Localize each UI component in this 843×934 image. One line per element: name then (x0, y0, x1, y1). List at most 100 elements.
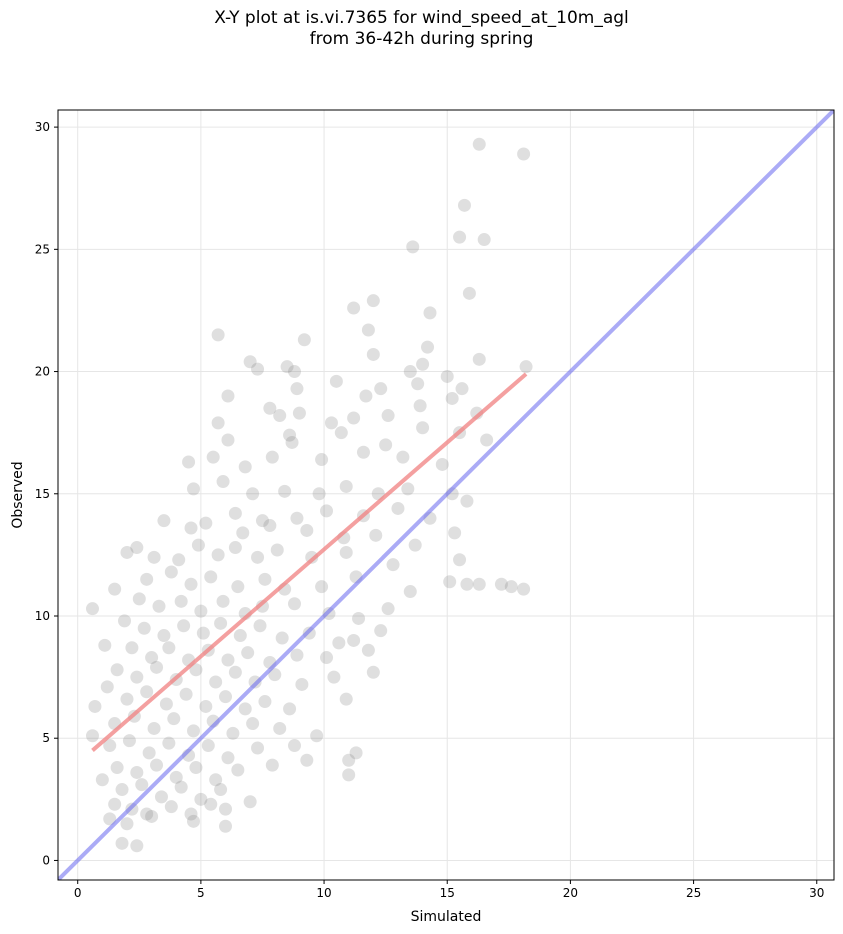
data-point (219, 819, 233, 833)
data-point (411, 377, 425, 391)
data-point (184, 577, 198, 591)
x-tick-label: 5 (197, 886, 205, 900)
data-point (115, 836, 129, 850)
x-tick-label: 15 (440, 886, 455, 900)
data-point (366, 294, 380, 308)
data-point (283, 702, 297, 716)
data-point (315, 580, 329, 594)
data-point (164, 565, 178, 579)
data-point (174, 780, 188, 794)
data-point (448, 526, 462, 540)
data-point (324, 416, 338, 430)
x-tick-label: 30 (809, 886, 824, 900)
data-point (216, 594, 230, 608)
data-point (157, 514, 171, 528)
data-point (194, 792, 208, 806)
data-point (320, 504, 334, 518)
data-point (184, 521, 198, 535)
y-tick-label: 20 (35, 365, 50, 379)
data-point (209, 675, 223, 689)
data-point (164, 800, 178, 814)
data-point (152, 599, 166, 613)
data-point (361, 643, 375, 657)
y-tick-label: 5 (42, 731, 50, 745)
data-point (283, 428, 297, 442)
data-point (290, 648, 304, 662)
data-point (214, 616, 228, 630)
data-point (228, 541, 242, 555)
y-axis-label: Observed (10, 461, 26, 528)
data-point (472, 352, 486, 366)
data-point (396, 450, 410, 464)
data-point (406, 240, 420, 254)
data-point (100, 680, 114, 694)
data-point (374, 624, 388, 638)
data-point (287, 597, 301, 611)
data-point (339, 692, 353, 706)
data-point (265, 450, 279, 464)
data-point (423, 306, 437, 320)
data-point (246, 717, 260, 731)
axis-ticks: 0 5 10 15 20 25 30 0 5 10 15 20 25 30 (35, 120, 825, 900)
data-point (142, 746, 156, 760)
data-point (238, 702, 252, 716)
data-point (366, 347, 380, 361)
data-point (108, 582, 122, 596)
data-point (297, 333, 311, 347)
data-point (231, 580, 245, 594)
data-point (251, 550, 265, 564)
data-point (221, 751, 235, 765)
data-point (379, 438, 393, 452)
data-point (342, 768, 356, 782)
data-point (177, 619, 191, 633)
chart-title-line-2: from 36-42h during spring (309, 29, 534, 49)
data-point (443, 575, 457, 589)
data-point (278, 484, 292, 498)
data-point (186, 724, 200, 738)
y-tick-label: 15 (35, 487, 50, 501)
data-point (253, 619, 267, 633)
regression-line (91, 372, 528, 752)
data-point (455, 382, 469, 396)
data-point (381, 602, 395, 616)
data-point (162, 736, 176, 750)
data-point (162, 641, 176, 655)
data-point (110, 761, 124, 775)
data-point (413, 399, 427, 413)
data-point (472, 577, 486, 591)
data-point (342, 753, 356, 767)
data-point (453, 230, 467, 244)
data-point (359, 389, 373, 403)
data-point (199, 516, 213, 530)
data-point (453, 553, 467, 567)
data-point (130, 541, 144, 555)
data-point (172, 553, 186, 567)
data-point (332, 636, 346, 650)
data-point (251, 741, 265, 755)
data-point (238, 460, 252, 474)
data-point (255, 514, 269, 528)
data-point (103, 739, 117, 753)
data-point (287, 365, 301, 379)
data-point (435, 457, 449, 471)
data-point (310, 729, 324, 743)
data-point (211, 328, 225, 342)
data-point (263, 519, 277, 533)
data-point (369, 528, 383, 542)
data-point (290, 511, 304, 525)
y-tick-label: 0 (42, 853, 50, 867)
data-point (347, 301, 361, 315)
data-point (145, 809, 159, 823)
chart-title: X-Y plot at is.vi.7365 for wind_speed_at… (0, 8, 843, 50)
data-point (275, 631, 289, 645)
data-point (231, 763, 245, 777)
data-point (147, 550, 161, 564)
trend-lines (58, 110, 834, 880)
data-point (186, 814, 200, 828)
data-point (300, 523, 314, 537)
data-point (204, 570, 218, 584)
data-point (352, 611, 366, 625)
data-point (150, 660, 164, 674)
plot-frame (57, 109, 835, 881)
data-point (519, 360, 533, 374)
